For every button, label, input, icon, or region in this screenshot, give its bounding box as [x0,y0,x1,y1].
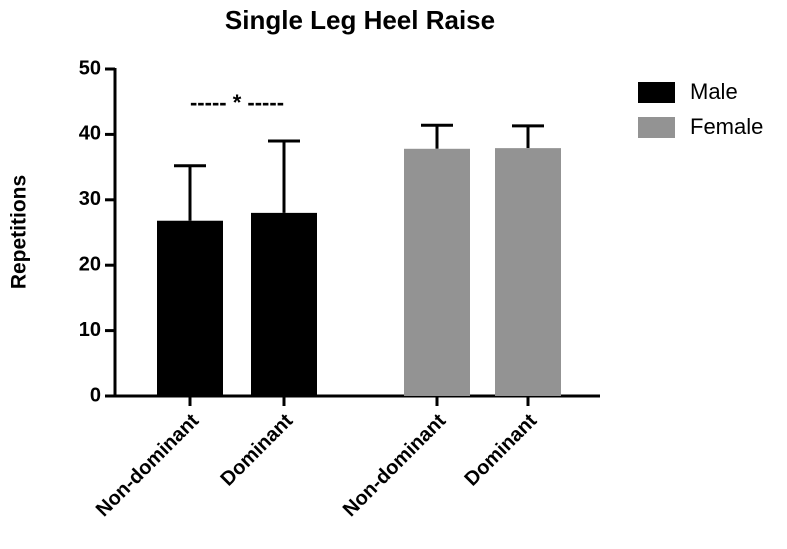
x-tick-label: Non-dominant [92,409,204,521]
bar [157,220,223,396]
legend-label: Male [690,79,738,104]
legend-swatch [638,82,675,103]
x-tick-label: Dominant [461,409,542,490]
legend-swatch [638,117,675,138]
x-tick-label: Non-dominant [339,409,451,521]
bar [251,212,317,396]
bar [404,148,470,396]
y-axis-label: Repetitions [8,175,31,289]
x-tick-label: Dominant [217,409,298,490]
y-tick-label: 30 [79,188,101,210]
annotation: ----- * ----- [190,90,284,115]
y-tick-label: 40 [79,123,101,145]
bar [495,148,561,396]
chart-title: Single Leg Heel Raise [225,5,495,35]
y-tick-label: 10 [79,319,101,341]
y-tick-label: 50 [79,57,101,79]
legend-label: Female [690,114,763,139]
y-tick-label: 0 [90,384,101,406]
y-tick-label: 20 [79,253,101,275]
